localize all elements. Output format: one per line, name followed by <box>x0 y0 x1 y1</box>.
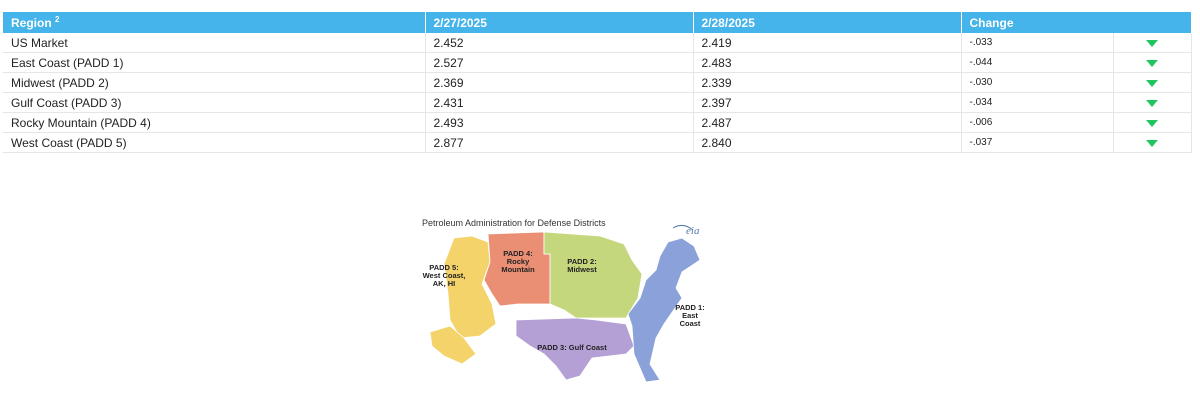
padd5-label-1: PADD 5: <box>429 263 458 272</box>
padd5-alaska <box>429 325 477 365</box>
down-arrow-icon <box>1146 139 1158 147</box>
padd4-label-2: Rocky <box>507 257 530 266</box>
down-arrow-icon <box>1146 79 1158 87</box>
table-row: West Coast (PADD 5) 2.877 2.840 -.037 <box>3 132 1192 153</box>
padd4-label-1: PADD 4: <box>503 249 532 258</box>
table-row: Rocky Mountain (PADD 4) 2.493 2.487 -.006 <box>3 112 1192 133</box>
padd1-region <box>627 237 701 383</box>
date1-value-cell: 2.493 <box>425 112 694 133</box>
down-arrow-icon <box>1146 99 1158 107</box>
change-value-cell: -.044 <box>961 52 1114 73</box>
padd1-label-1: PADD 1: <box>675 303 704 312</box>
date2-value-cell: 2.487 <box>693 112 962 133</box>
change-value-cell: -.030 <box>961 72 1114 93</box>
date2-value-cell: 2.339 <box>693 72 962 93</box>
change-arrow-cell <box>1113 52 1192 73</box>
change-arrow-cell <box>1113 92 1192 113</box>
change-value-cell: -.033 <box>961 33 1114 53</box>
region-cell: Midwest (PADD 2) <box>3 72 426 93</box>
date2-value-cell: 2.483 <box>693 52 962 73</box>
padd3-label: PADD 3: Gulf Coast <box>537 343 607 352</box>
date2-value-cell: 2.840 <box>693 132 962 153</box>
table-header-row: Region 2 2/27/2025 2/28/2025 Change <box>3 12 1192 33</box>
header-date2[interactable]: 2/28/2025 <box>693 12 962 33</box>
eia-logo-swoosh <box>672 224 694 231</box>
padd-map-svg: Petroleum Administration for Defense Dis… <box>422 218 705 383</box>
padd5-label-2: West Coast, <box>423 271 466 280</box>
table-row: East Coast (PADD 1) 2.527 2.483 -.044 <box>3 52 1192 73</box>
change-arrow-cell <box>1113 72 1192 93</box>
map-title: Petroleum Administration for Defense Dis… <box>422 218 606 228</box>
change-arrow-cell <box>1113 112 1192 133</box>
price-table: Region 2 2/27/2025 2/28/2025 Change US M… <box>3 12 1192 153</box>
date1-value-cell: 2.369 <box>425 72 694 93</box>
padd1-label-3: Coast <box>680 319 701 328</box>
padd3-region <box>515 317 635 381</box>
table-row: Midwest (PADD 2) 2.369 2.339 -.030 <box>3 72 1192 93</box>
region-cell: US Market <box>3 33 426 53</box>
region-cell: Rocky Mountain (PADD 4) <box>3 112 426 133</box>
header-change[interactable]: Change <box>961 12 1192 33</box>
region-cell: Gulf Coast (PADD 3) <box>3 92 426 113</box>
padd5-region <box>443 235 497 339</box>
change-value-cell: -.006 <box>961 112 1114 133</box>
table-row: Gulf Coast (PADD 3) 2.431 2.397 -.034 <box>3 92 1192 113</box>
padd1-label-2: East <box>682 311 698 320</box>
change-value-cell: -.034 <box>961 92 1114 113</box>
date1-value-cell: 2.527 <box>425 52 694 73</box>
down-arrow-icon <box>1146 119 1158 127</box>
date2-value-cell: 2.419 <box>693 33 962 53</box>
date1-value-cell: 2.452 <box>425 33 694 53</box>
padd-map: Petroleum Administration for Defense Dis… <box>420 214 720 390</box>
down-arrow-icon <box>1146 39 1158 47</box>
table-row: US Market 2.452 2.419 -.033 <box>3 33 1192 53</box>
down-arrow-icon <box>1146 59 1158 67</box>
date1-value-cell: 2.877 <box>425 132 694 153</box>
padd4-label-3: Mountain <box>501 265 535 274</box>
region-cell: West Coast (PADD 5) <box>3 132 426 153</box>
padd2-label-2: Midwest <box>567 265 597 274</box>
region-cell: East Coast (PADD 1) <box>3 52 426 73</box>
date1-value-cell: 2.431 <box>425 92 694 113</box>
change-arrow-cell <box>1113 132 1192 153</box>
change-value-cell: -.037 <box>961 132 1114 153</box>
header-region[interactable]: Region 2 <box>3 12 426 33</box>
padd2-label-1: PADD 2: <box>567 257 596 266</box>
date2-value-cell: 2.397 <box>693 92 962 113</box>
header-date1[interactable]: 2/27/2025 <box>425 12 694 33</box>
padd2-region <box>543 231 643 319</box>
change-arrow-cell <box>1113 33 1192 53</box>
padd5-label-3: AK, HI <box>433 279 456 288</box>
